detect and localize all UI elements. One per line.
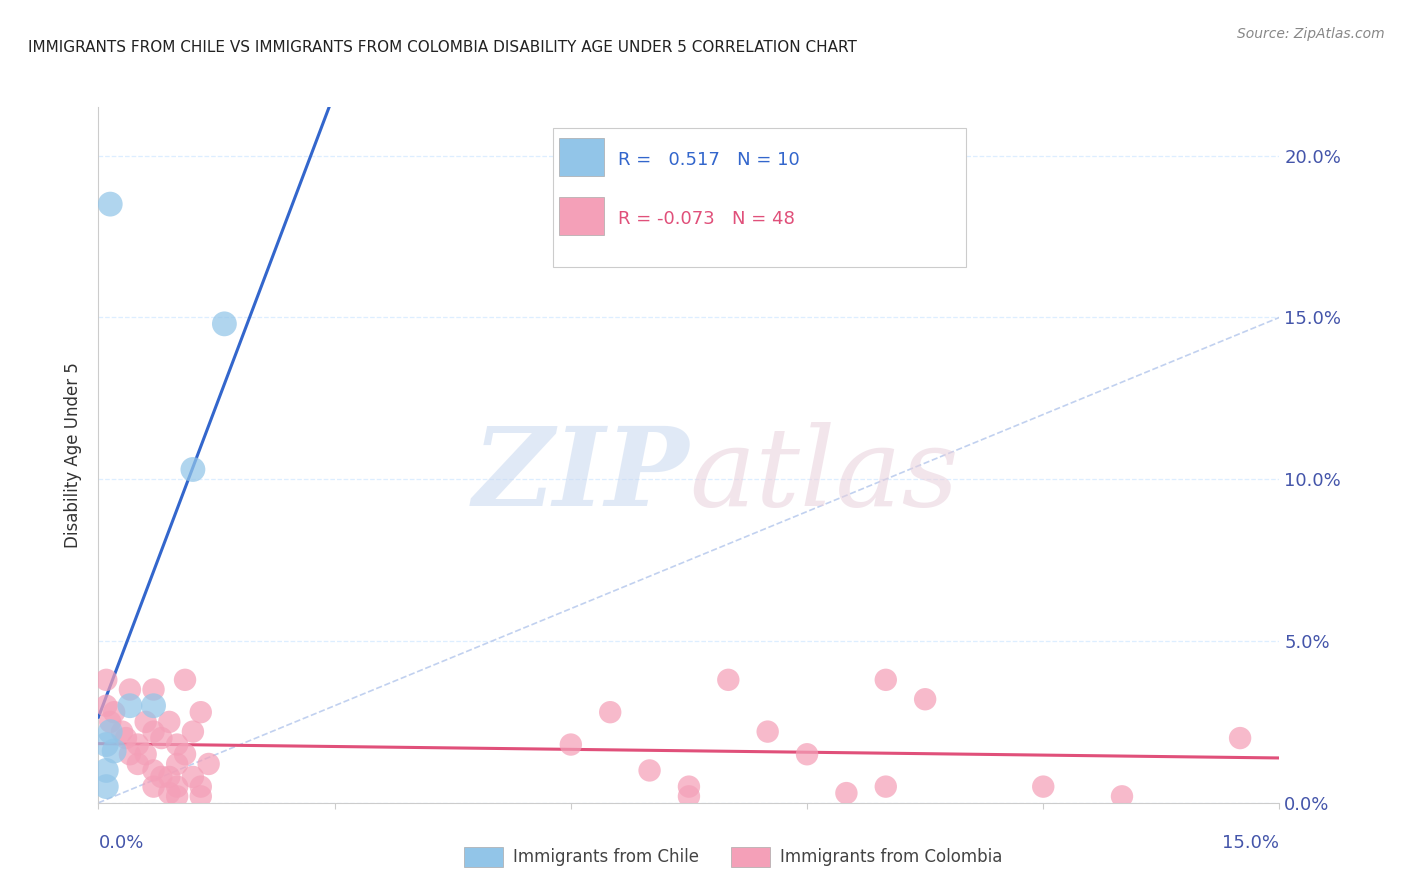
Point xyxy=(142,780,165,794)
Text: IMMIGRANTS FROM CHILE VS IMMIGRANTS FROM COLOMBIA DISABILITY AGE UNDER 5 CORRELA: IMMIGRANTS FROM CHILE VS IMMIGRANTS FROM… xyxy=(28,40,858,55)
Point xyxy=(135,747,157,762)
Point xyxy=(157,770,180,784)
Point xyxy=(142,682,165,697)
Point xyxy=(166,756,188,771)
Point xyxy=(835,786,858,800)
Point xyxy=(796,747,818,762)
Point xyxy=(118,747,141,762)
Point xyxy=(678,789,700,804)
Text: R = -0.073   N = 48: R = -0.073 N = 48 xyxy=(619,210,794,227)
FancyBboxPatch shape xyxy=(560,138,605,177)
Text: atlas: atlas xyxy=(689,422,959,530)
Point xyxy=(103,705,125,719)
FancyBboxPatch shape xyxy=(560,197,605,235)
Point xyxy=(127,738,149,752)
Point xyxy=(717,673,740,687)
Point xyxy=(560,738,582,752)
Point xyxy=(174,673,197,687)
Point xyxy=(638,764,661,778)
Point xyxy=(678,780,700,794)
Point xyxy=(96,764,118,778)
Point xyxy=(142,698,165,713)
Point xyxy=(1229,731,1251,745)
Point xyxy=(157,786,180,800)
Point xyxy=(914,692,936,706)
Point xyxy=(150,731,173,745)
Text: 0.0%: 0.0% xyxy=(98,834,143,852)
Point xyxy=(875,673,897,687)
Text: Immigrants from Colombia: Immigrants from Colombia xyxy=(780,848,1002,866)
Point xyxy=(197,756,219,771)
Point xyxy=(756,724,779,739)
Point xyxy=(96,738,118,752)
Point xyxy=(166,738,188,752)
Point xyxy=(1111,789,1133,804)
Point xyxy=(96,673,118,687)
Y-axis label: Disability Age Under 5: Disability Age Under 5 xyxy=(65,362,83,548)
Point xyxy=(875,780,897,794)
Point xyxy=(98,724,121,739)
Point xyxy=(98,714,121,729)
Point xyxy=(118,682,141,697)
Point xyxy=(135,714,157,729)
Point xyxy=(181,770,204,784)
Point xyxy=(166,789,188,804)
Point xyxy=(142,764,165,778)
Point xyxy=(599,705,621,719)
Text: ZIP: ZIP xyxy=(472,422,689,530)
Point xyxy=(127,756,149,771)
Point xyxy=(142,724,165,739)
Point xyxy=(1032,780,1054,794)
Point xyxy=(115,731,138,745)
Point xyxy=(190,789,212,804)
Point xyxy=(111,724,134,739)
Text: 15.0%: 15.0% xyxy=(1222,834,1279,852)
Point xyxy=(214,317,236,331)
Point xyxy=(166,780,188,794)
Point xyxy=(181,724,204,739)
Point xyxy=(103,744,125,758)
Point xyxy=(98,197,121,211)
Point xyxy=(150,770,173,784)
Point xyxy=(96,698,118,713)
Point xyxy=(157,714,180,729)
Text: Source: ZipAtlas.com: Source: ZipAtlas.com xyxy=(1237,27,1385,41)
Point xyxy=(96,780,118,794)
Text: Immigrants from Chile: Immigrants from Chile xyxy=(513,848,699,866)
FancyBboxPatch shape xyxy=(553,128,966,267)
Text: R =   0.517   N = 10: R = 0.517 N = 10 xyxy=(619,151,800,169)
Point xyxy=(181,462,204,476)
Point xyxy=(118,698,141,713)
Point xyxy=(190,705,212,719)
Point xyxy=(190,780,212,794)
Point xyxy=(174,747,197,762)
